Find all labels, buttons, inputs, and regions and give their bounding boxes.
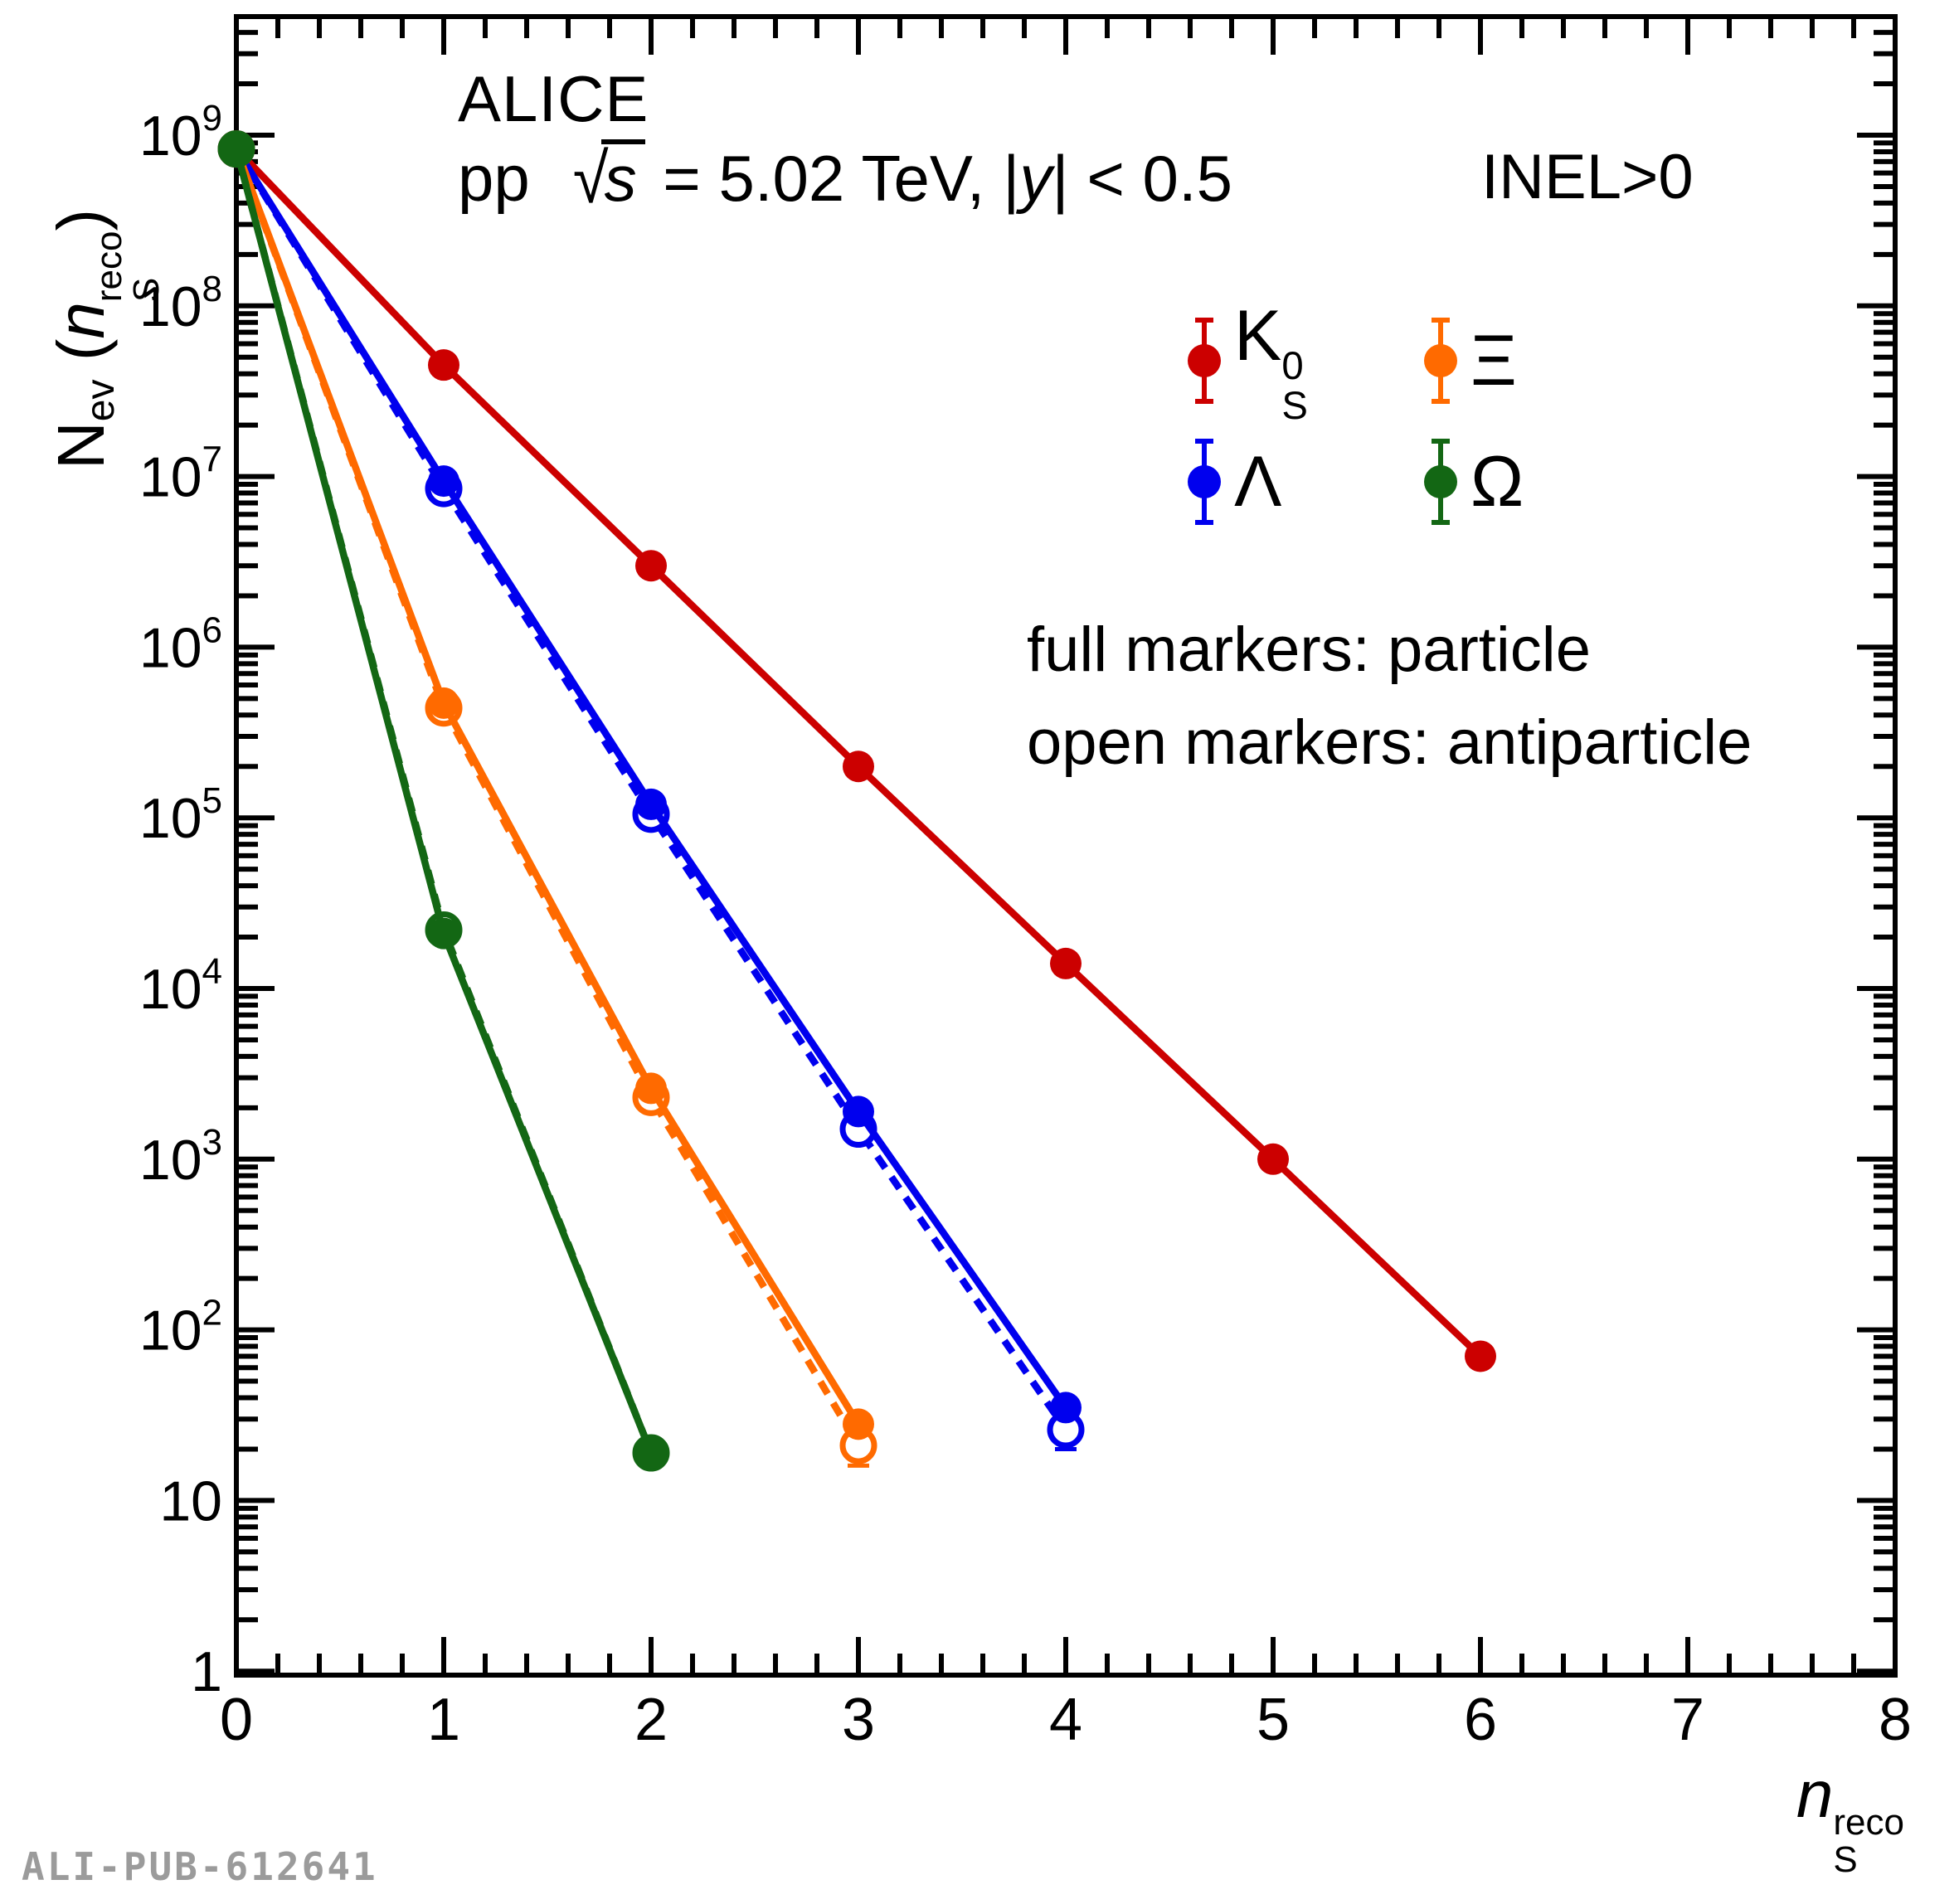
rapidity-symbol: y	[1019, 142, 1052, 215]
y-tick-label: 104	[139, 951, 222, 1021]
experiment-title: ALICE	[458, 62, 649, 135]
x-tick-label: 0	[220, 1687, 253, 1753]
y-tick-label: 106	[139, 610, 222, 679]
x-tick-label: 5	[1257, 1687, 1290, 1753]
full-marker-Lambda	[635, 788, 667, 820]
x-tick-label: 8	[1879, 1687, 1912, 1753]
x-tick-label: 7	[1671, 1687, 1704, 1753]
full-marker-K0S	[1050, 947, 1082, 979]
legend-item-lambda: Λ	[1184, 428, 1281, 536]
y-tick-label: 102	[139, 1293, 222, 1362]
full-marker-Xi	[635, 1072, 667, 1105]
full-marker-Xi	[843, 1408, 874, 1440]
legend-label-lambda: Λ	[1234, 441, 1282, 522]
x-tick-label: 4	[1049, 1687, 1082, 1753]
legend-marker-dot	[1188, 465, 1221, 498]
full-marker-Xi	[428, 687, 459, 719]
sqrt-arg: s	[604, 142, 637, 215]
energy-text: = 5.02 TeV, |	[644, 142, 1020, 215]
xi-legend-marker-icon	[1424, 318, 1457, 404]
legend-marker-dot	[1188, 344, 1221, 377]
rapidity-cut: | < 0.5	[1052, 142, 1232, 215]
marker-note-open: open markers: antiparticle	[1027, 707, 1752, 778]
legend-item-omega: Ω	[1421, 428, 1524, 536]
legend-marker-dot	[1424, 465, 1457, 498]
y-axis-title: Nev (n reco S)	[44, 208, 167, 469]
omega-legend-marker-icon	[1424, 439, 1457, 525]
collision-subtitle: pp √s = 5.02 TeV, |y| < 0.5	[458, 138, 1232, 218]
full-marker-K0S	[1257, 1143, 1289, 1175]
y-tick-label: 108	[139, 269, 222, 338]
full-marker-K0S	[428, 349, 459, 381]
x-tick-label: 1	[427, 1687, 460, 1753]
legend-label-omega: Ω	[1470, 441, 1524, 522]
y-tick-label: 107	[139, 440, 222, 509]
y-tick-label: 109	[139, 98, 222, 168]
full-marker-Lambda	[843, 1095, 874, 1128]
y-tick-label: 1	[191, 1640, 222, 1703]
x-tick-label: 2	[634, 1687, 668, 1753]
full-marker-Omega	[635, 1437, 667, 1469]
series-line-Xi	[233, 148, 862, 1426]
event-class-label: INEL>0	[1481, 142, 1694, 212]
sqrt-symbol: √	[572, 138, 609, 218]
x-tick-label: 3	[842, 1687, 875, 1753]
marker-note-full: full markers: particle	[1027, 614, 1591, 685]
full-marker-Lambda	[1050, 1392, 1082, 1424]
series-line-Omega	[232, 148, 654, 1455]
full-marker-K0S	[635, 550, 667, 582]
full-marker-K0S	[843, 750, 874, 783]
series-line-Omega_anti	[232, 148, 654, 1455]
marker-note: full markers: particle open markers: ant…	[1027, 604, 1752, 789]
lambda-legend-marker-icon	[1188, 439, 1221, 525]
x-tick-label: 6	[1464, 1687, 1497, 1753]
full-marker-Omega	[221, 133, 252, 165]
full-marker-Omega	[428, 917, 459, 950]
legend-marker-dot	[1424, 344, 1457, 377]
y-tick-label: 105	[139, 780, 222, 850]
series-line-Xi_anti	[233, 148, 862, 1448]
x-axis-title: n reco S	[1796, 1757, 1904, 1880]
series-line-Lambda	[233, 147, 1069, 1410]
full-marker-K0S	[1465, 1340, 1496, 1372]
collision-system: pp	[458, 142, 530, 215]
y-tick-label: 103	[139, 1122, 222, 1192]
full-marker-Lambda	[428, 465, 459, 498]
legend-item-xi: Ξ	[1421, 307, 1517, 415]
y-tick-label: 10	[159, 1469, 222, 1532]
figure-id-label: ALI-PUB-612641	[22, 1844, 378, 1889]
k0s-legend-marker-icon	[1188, 318, 1221, 404]
legend-label-xi: Ξ	[1470, 320, 1517, 401]
